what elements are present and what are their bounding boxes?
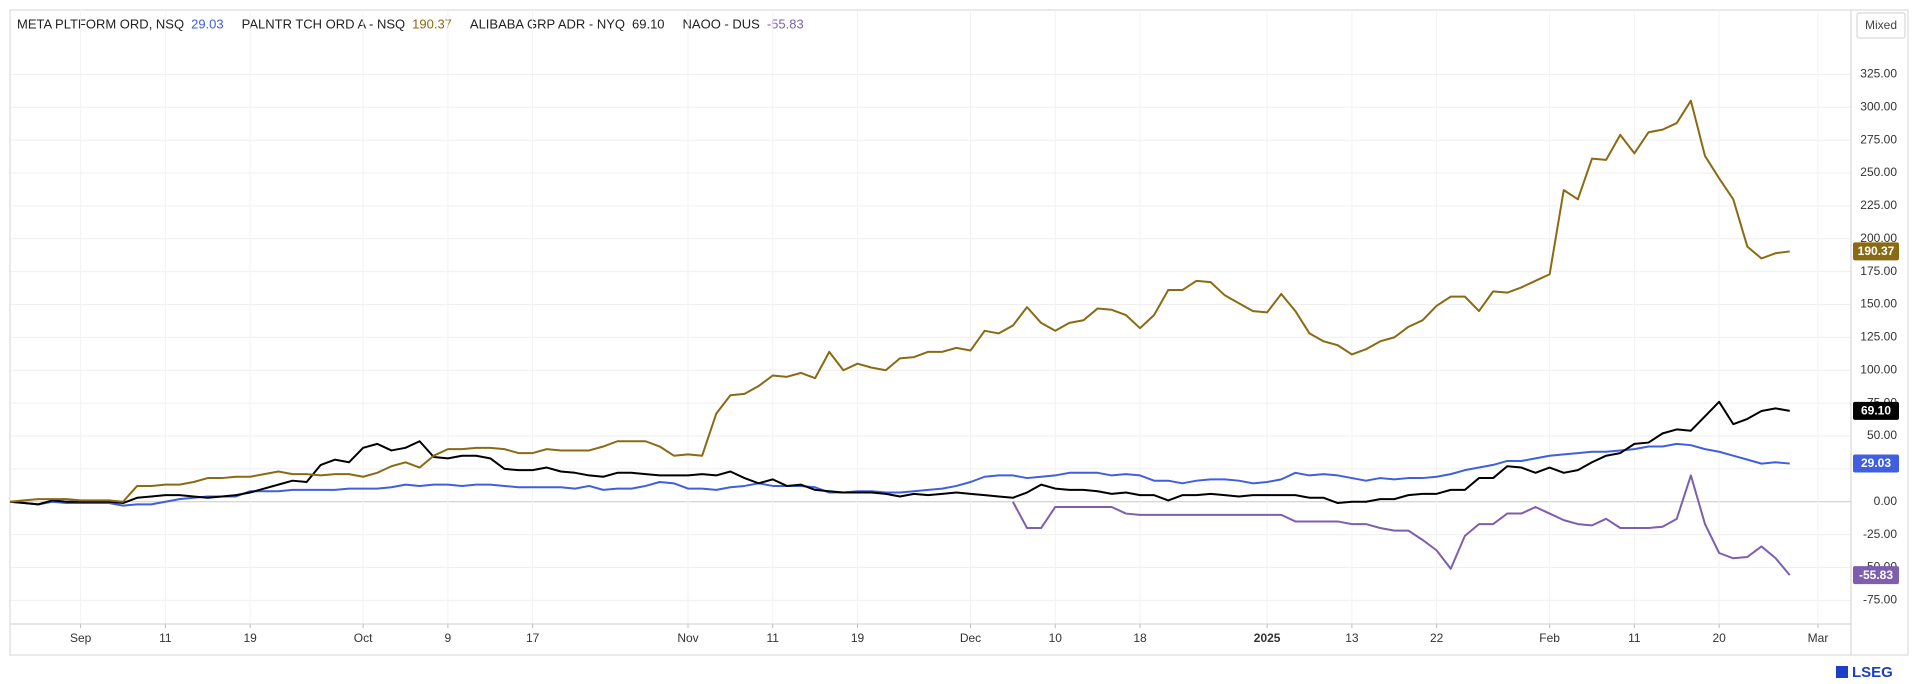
y-tick-label: 325.00 — [1860, 67, 1897, 81]
last-value-label: 190.37 — [1858, 244, 1895, 258]
y-tick-label: 150.00 — [1860, 297, 1897, 311]
legend-value: 190.37 — [412, 16, 452, 31]
legend-value: -55.83 — [767, 16, 804, 31]
y-tick-label: 175.00 — [1860, 264, 1897, 278]
y-tick-label: -75.00 — [1863, 593, 1897, 607]
y-tick-label: 0.00 — [1874, 494, 1898, 508]
y-tick-label: 100.00 — [1860, 362, 1897, 376]
legend-value: 69.10 — [632, 16, 665, 31]
x-tick-label: 22 — [1430, 631, 1444, 645]
x-tick-label: 19 — [851, 631, 865, 645]
legend-label: PALNTR TCH ORD A - NSQ — [242, 16, 406, 31]
grid — [10, 10, 1851, 628]
series-line — [9, 442, 1790, 507]
x-tick-label: 9 — [445, 631, 452, 645]
last-value-tag — [1853, 566, 1899, 585]
x-tick-label: 11 — [1628, 631, 1641, 645]
logo: LSEG — [1852, 664, 1893, 681]
y-tick-label: 225.00 — [1860, 198, 1897, 212]
last-value-label: 29.03 — [1861, 456, 1891, 470]
x-tick-label: Feb — [1539, 631, 1560, 645]
y-tick-label: -25.00 — [1863, 527, 1897, 541]
last-value-label: 69.10 — [1861, 404, 1891, 418]
x-tick-label: 13 — [1345, 631, 1359, 645]
y-tick-label: 250.00 — [1860, 165, 1897, 179]
last-value-tag — [1853, 401, 1899, 420]
series-line — [9, 400, 1790, 506]
x-tick-label: 18 — [1133, 631, 1147, 645]
x-tick-label: Nov — [677, 631, 698, 645]
chart-frame — [9, 9, 1909, 656]
x-tick-label: Dec — [960, 631, 981, 645]
x-tick-label: Oct — [354, 631, 373, 645]
lines — [9, 99, 1791, 576]
legend-label: META PLTFORM ORD, NSQ — [17, 16, 184, 31]
last-value-tag — [1853, 454, 1899, 473]
legend: META PLTFORM ORD, NSQ 29.03 PALNTR TCH ORD… — [17, 16, 804, 31]
last-value-label: -55.83 — [1859, 568, 1893, 582]
x-tick-label: 11 — [159, 631, 172, 645]
legend-label: NAOO - DUS — [683, 16, 761, 31]
legend-label: ALIBABA GRP ADR - NYQ — [470, 16, 625, 31]
legend-value: 29.03 — [191, 16, 224, 31]
x-tick-label: 17 — [526, 631, 540, 645]
scale-mode-label[interactable]: Mixed — [1865, 18, 1897, 32]
x-tick-label: Mar — [1808, 631, 1829, 645]
x-tick-label: Sep — [70, 631, 92, 645]
scale-mode-button[interactable] — [1856, 12, 1906, 39]
y-tick-label: 275.00 — [1860, 132, 1897, 146]
series-line — [9, 99, 1790, 503]
y-tick-label: 300.00 — [1860, 99, 1897, 113]
last-value-tag — [1853, 242, 1899, 261]
logo-icon — [1836, 666, 1848, 678]
x-tick-label: 11 — [767, 631, 780, 645]
x-tick-label: 20 — [1712, 631, 1726, 645]
y-tick-label: 50.00 — [1867, 428, 1897, 442]
axis-labels: -75.00-50.00-25.000.0025.0050.0075.00100… — [70, 67, 1897, 646]
series-line — [1011, 474, 1791, 576]
y-tick-label: 200.00 — [1860, 231, 1897, 245]
y-tick-label: 125.00 — [1860, 330, 1897, 344]
x-tick-label: 2025 — [1254, 631, 1281, 645]
x-tick-label: 10 — [1049, 631, 1063, 645]
x-tick-label: 19 — [243, 631, 257, 645]
